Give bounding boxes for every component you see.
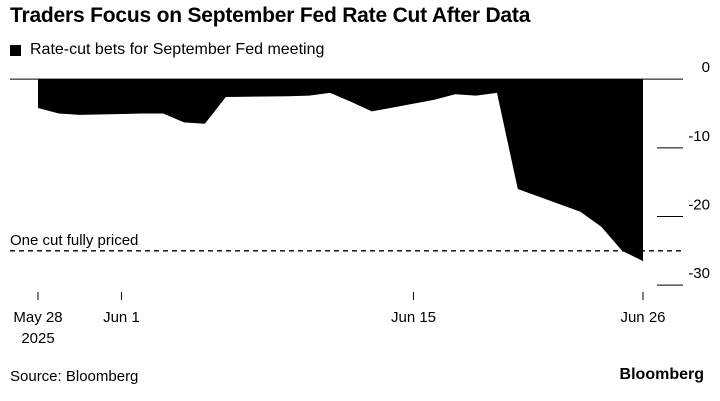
- y-tick-label: -30: [688, 265, 710, 282]
- x-tick-label: Jun 1: [103, 309, 140, 326]
- source-note: Source: Bloomberg: [10, 368, 139, 385]
- x-tick-label: May 28: [13, 309, 62, 326]
- rate-cut-bets-area: [38, 79, 643, 262]
- y-tick-label: -10: [688, 128, 710, 145]
- legend-swatch: [10, 44, 21, 56]
- reference-line-label: One cut fully priced: [10, 232, 138, 249]
- chart-title: Traders Focus on September Fed Rate Cut …: [10, 4, 531, 27]
- y-tick-label: 0: [702, 59, 710, 76]
- x-tick-sublabel: 2025: [21, 330, 54, 347]
- x-tick-label: Jun 15: [391, 309, 436, 326]
- y-tick-label: -20: [688, 196, 710, 213]
- bloomberg-logo: Bloomberg: [619, 366, 704, 383]
- legend-label: Rate-cut bets for September Fed meeting: [30, 41, 325, 58]
- legend: Rate-cut bets for September Fed meeting: [10, 41, 324, 59]
- x-tick-label: Jun 26: [620, 309, 665, 326]
